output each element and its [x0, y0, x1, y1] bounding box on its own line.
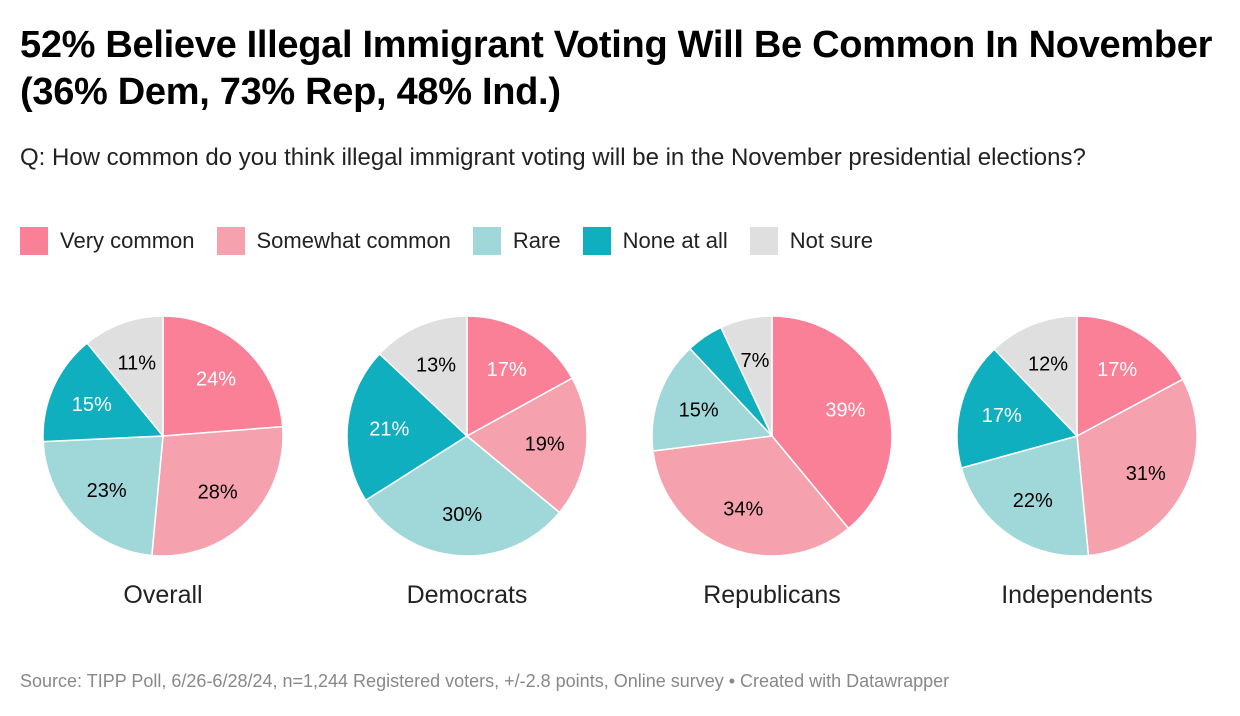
legend-label: Somewhat common: [256, 228, 451, 253]
pie-slice-somewhat-common: [465, 377, 588, 514]
pie-slice-rare: [651, 347, 774, 452]
legend-label: None at all: [622, 228, 728, 253]
slice-label: 19%: [525, 433, 565, 455]
legend-label: Not sure: [789, 228, 873, 253]
slice-label: 17%: [487, 359, 527, 381]
slice-label: 28%: [198, 482, 238, 504]
pie-slice-none-at-all: [346, 352, 469, 502]
slice-label: 17%: [1097, 359, 1137, 381]
slice-label: 23%: [87, 480, 127, 502]
pie-slice-not-sure: [86, 315, 164, 439]
pie-slice-rare: [364, 435, 561, 557]
pie-republicans: 39% 34% 15% 7% Republicans: [651, 315, 893, 609]
legend-swatch: [472, 227, 501, 255]
pie-slice-very-common: [771, 315, 893, 530]
pie-slice-very-common: [162, 315, 284, 437]
slice-label: 39%: [825, 400, 865, 422]
pie-slice-somewhat-common: [151, 425, 284, 557]
legend-item-not-sure: Not sure: [749, 227, 873, 255]
pie-title-republicans: Republicans: [703, 581, 841, 609]
slice-label: 11%: [118, 353, 157, 375]
slice-label: 24%: [196, 369, 236, 391]
pie-title-overall: Overall: [123, 581, 202, 609]
pie-slice-somewhat-common: [1076, 378, 1198, 557]
pie-title-democrats: Democrats: [407, 581, 528, 609]
legend-label: Very common: [60, 228, 195, 253]
legend-item-very-common: Very common: [20, 227, 195, 255]
slice-label: 21%: [369, 419, 409, 441]
pie-slice-not-sure: [719, 315, 773, 437]
slice-label: 13%: [416, 354, 456, 376]
legend-swatch: [216, 227, 245, 255]
pie-overall: 24% 28% 23% 15% 11% Overall: [42, 315, 284, 609]
pie-slice-rare: [42, 435, 164, 557]
legend-swatch: [582, 227, 611, 255]
legend-item-rare: Rare: [472, 227, 561, 255]
pie-slice-none-at-all: [956, 348, 1079, 469]
chart-subtitle: Q: How common do you think illegal immig…: [20, 144, 1086, 171]
pie-democrats: 17% 19% 30% 21% 13% Democrats: [346, 315, 588, 609]
pie-slice-not-sure: [993, 315, 1078, 438]
slice-label: 30%: [442, 504, 482, 526]
pie-slice-very-common: [466, 315, 574, 438]
pie-slice-rare: [960, 435, 1090, 557]
legend-item-somewhat-common: Somewhat common: [216, 227, 451, 255]
slice-label: 15%: [679, 400, 719, 422]
legend-swatch: [20, 227, 48, 255]
legend-item-none-at-all: None at all: [582, 227, 728, 255]
slice-label: 22%: [1013, 490, 1053, 512]
pie-independents: 17% 31% 22% 17% 12% Independents: [956, 315, 1198, 609]
legend-swatch: [749, 227, 778, 255]
source-note: Source: TIPP Poll, 6/26-6/28/24, n=1,244…: [20, 671, 950, 691]
slice-label: 15%: [72, 394, 112, 416]
legend: Very common Somewhat common Rare None at…: [20, 227, 895, 255]
pie-title-independents: Independents: [1001, 581, 1153, 609]
pie-charts: 24% 28% 23% 15% 11% Overall 17% 19% 30% 21% 13% Dem…: [42, 315, 1198, 609]
pie-slice-very-common: [1076, 315, 1184, 438]
slice-label: 34%: [723, 499, 763, 521]
pie-slice-none-at-all: [42, 341, 165, 443]
slice-label: 31%: [1126, 463, 1166, 485]
pie-slice-somewhat-common: [652, 435, 850, 557]
chart-title: 52% Believe Illegal Immigrant Voting Wil…: [20, 24, 1213, 113]
slice-label: 7%: [741, 350, 770, 372]
slice-label: 12%: [1028, 354, 1068, 376]
slice-label: 17%: [982, 405, 1022, 427]
legend-label: Rare: [512, 228, 561, 253]
pie-slice-not-sure: [378, 315, 468, 438]
